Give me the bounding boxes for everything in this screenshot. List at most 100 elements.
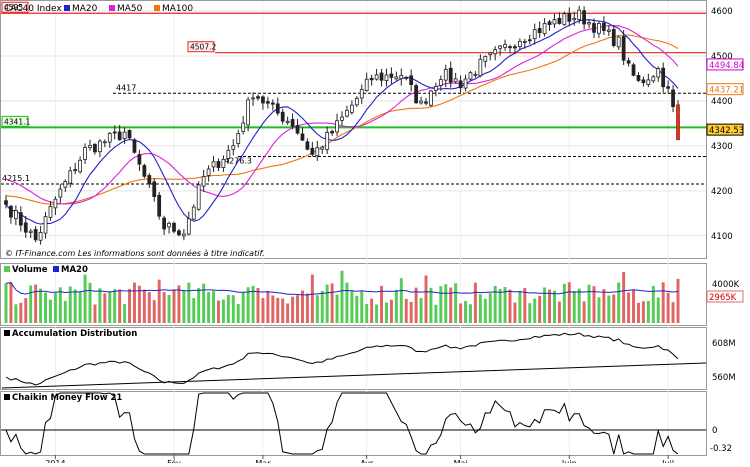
volume-bar xyxy=(414,287,418,323)
candle-body xyxy=(513,46,517,49)
volume-bar xyxy=(567,282,571,323)
volume-bar xyxy=(651,285,655,323)
volume-bar xyxy=(439,286,443,323)
candle-body xyxy=(9,206,13,218)
volume-bar xyxy=(612,294,616,323)
candle-body xyxy=(592,23,596,33)
candle-body xyxy=(345,109,349,117)
volume-bar xyxy=(53,292,57,323)
volume-bar xyxy=(498,288,502,323)
candle-body xyxy=(419,100,423,104)
candle-body xyxy=(631,64,636,76)
price-tick-label: 4500 xyxy=(711,52,733,62)
volume-bar xyxy=(212,290,216,323)
candle-body xyxy=(48,206,53,218)
candle-body xyxy=(246,99,251,126)
volume-last-box xyxy=(706,290,744,303)
volume-bar xyxy=(345,282,349,323)
volume-bar xyxy=(118,289,122,323)
ad-trendline xyxy=(1,362,707,389)
candle-body xyxy=(122,131,127,139)
cmf-tick-zero: 0 xyxy=(712,426,717,436)
volume-bar xyxy=(434,304,438,323)
candle-body xyxy=(557,17,562,24)
candle-body xyxy=(399,74,404,80)
candle-body xyxy=(676,104,680,141)
candle-body xyxy=(503,44,507,48)
ad-swatch xyxy=(4,330,10,336)
volume-bar xyxy=(404,298,408,323)
moving-averages xyxy=(5,19,679,225)
volume-bar xyxy=(335,294,339,323)
level-label: 4341.1 xyxy=(4,117,30,126)
candle-body xyxy=(18,212,23,226)
price-tick-label: 4100 xyxy=(711,232,733,242)
candle-body xyxy=(572,17,577,21)
candle-body xyxy=(448,67,453,83)
volume-bar xyxy=(661,282,665,323)
candlesticks xyxy=(4,5,680,245)
candle-body xyxy=(656,68,661,78)
volume-bar xyxy=(528,303,532,323)
x-tick-label: Mai xyxy=(454,459,468,463)
volume-bar xyxy=(597,297,601,323)
volume-bar xyxy=(627,292,631,323)
candle-body xyxy=(518,40,522,47)
level-label: 4595 xyxy=(4,3,23,12)
volume-bar xyxy=(172,289,176,323)
candle-body xyxy=(181,233,186,237)
volume-bar xyxy=(137,285,141,323)
candle-body xyxy=(433,86,438,91)
volume-bar xyxy=(380,285,384,323)
candle-body xyxy=(117,131,122,141)
volume-bar xyxy=(68,286,72,323)
level-label: 4417 xyxy=(116,83,136,92)
candle-body xyxy=(404,76,409,79)
gridlines xyxy=(1,1,706,455)
volume-bar xyxy=(246,287,250,323)
cmf-swatch xyxy=(4,394,10,400)
candle-body xyxy=(241,122,246,132)
volume-bar xyxy=(197,288,201,323)
x-tick-label: Mar xyxy=(255,459,271,463)
volume-bar xyxy=(128,288,132,323)
price-tick-label: 4400 xyxy=(711,97,733,107)
candle-body xyxy=(611,29,616,46)
indicator-lines xyxy=(1,332,707,455)
ad-tick-high: 608M xyxy=(712,339,736,349)
volume-bar xyxy=(330,283,334,323)
candle-body xyxy=(547,21,552,26)
candle-body xyxy=(354,98,359,106)
volume-bar xyxy=(187,282,191,323)
volume-bar xyxy=(459,303,463,323)
close-last-value: 4342.53 xyxy=(709,126,744,136)
candle-body xyxy=(330,130,334,134)
candle-body xyxy=(261,96,265,104)
level-label-box xyxy=(1,115,29,127)
candle-body xyxy=(58,188,63,198)
candle-body xyxy=(414,85,418,104)
candle-body xyxy=(231,145,236,150)
candle-body xyxy=(335,120,339,133)
candle-body xyxy=(137,154,142,165)
volume-bar xyxy=(656,297,660,323)
candle-body xyxy=(162,217,167,230)
volume-bar xyxy=(9,282,13,323)
candle-body xyxy=(221,159,226,168)
volume-bar xyxy=(162,292,166,323)
candle-body xyxy=(127,130,132,139)
candle-body xyxy=(636,75,641,81)
volume-bar xyxy=(360,290,364,323)
volume-bar xyxy=(399,278,403,323)
candle-body xyxy=(651,76,656,82)
x-tick-label: Juil xyxy=(661,459,674,463)
volume-bar xyxy=(142,289,146,323)
ma20-last-value-box xyxy=(706,58,744,71)
volume-bar xyxy=(241,292,245,323)
ad-line xyxy=(5,332,679,386)
candle-body xyxy=(13,210,18,220)
candle-body xyxy=(537,28,542,33)
candle-body xyxy=(102,141,107,144)
volume-bar xyxy=(39,288,43,323)
